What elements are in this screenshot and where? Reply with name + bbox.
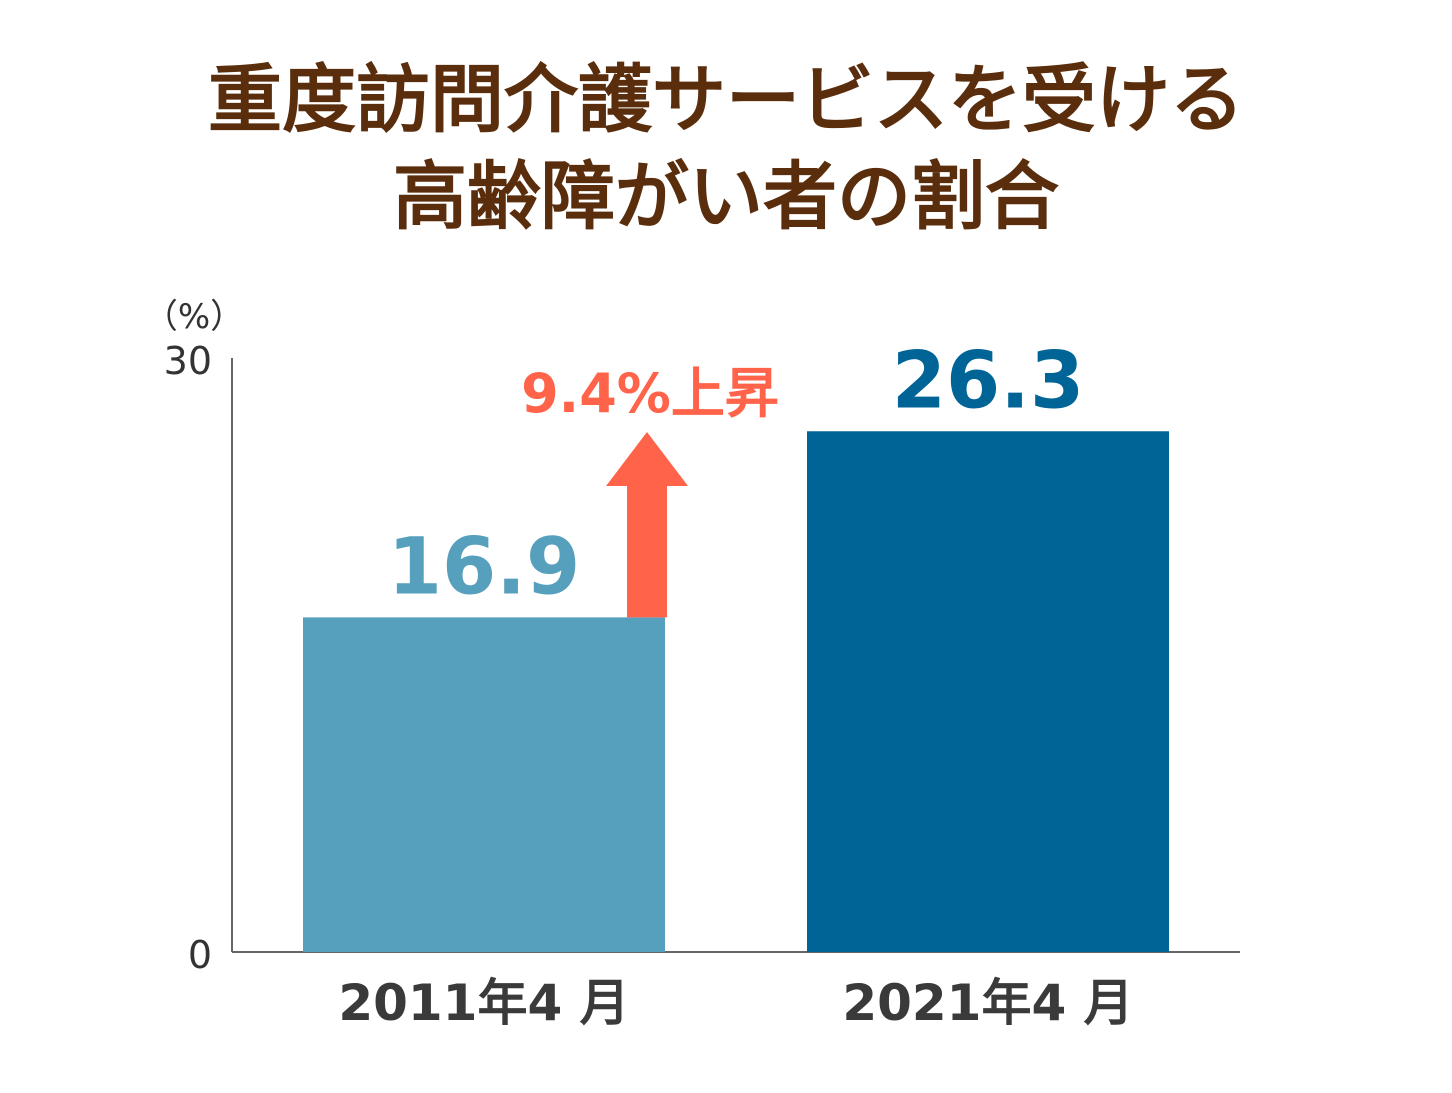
y-axis-unit-label: （%）: [144, 297, 244, 337]
value-label-2021: 26.3: [892, 336, 1084, 426]
x-category-label-2021: 2021年4 月: [842, 974, 1133, 1032]
increase-annotation: 9.4%上昇: [521, 362, 779, 425]
chart-title-line-2: 高齢障がい者の割合: [393, 154, 1059, 240]
bar-2011: [303, 617, 665, 952]
y-tick-label-min: 0: [188, 933, 212, 977]
x-category-label-2011: 2011年4 月: [338, 974, 629, 1032]
increase-arrow-icon: [606, 432, 688, 618]
value-label-2011: 16.9: [388, 522, 580, 612]
chart-title-line-1: 重度訪問介護サービスを受ける: [208, 57, 1244, 143]
y-tick-label-max: 30: [164, 339, 212, 383]
bar-2021: [807, 431, 1169, 952]
